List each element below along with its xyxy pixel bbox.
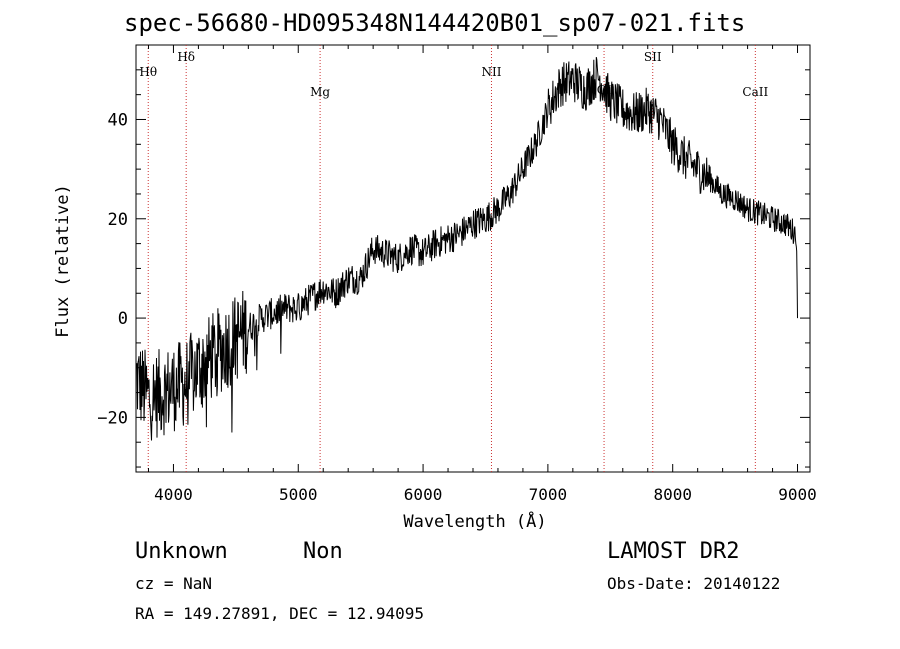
x-tick-label: 5000 [279,485,318,504]
plot-frame [135,44,811,473]
y-tick-label: 40 [108,110,128,130]
class-label: Unknown [135,539,228,564]
line-marker-label: NII [481,65,501,79]
x-tick-label: 6000 [404,485,443,504]
x-tick-label: 4000 [154,485,193,504]
x-tick-label: 9000 [778,485,817,504]
line-marker-label: Hθ [139,65,157,79]
x-axis-label: Wavelength (Å) [403,510,546,532]
spectrum-series [135,57,798,441]
axis-ticks: 4000 5000 6000 7000 8000 9000 −20 0 20 40 [97,45,817,504]
line-marker-label: CaII [742,85,768,99]
cz-label: cz = NaN [135,574,213,593]
line-marker-label: Mg [310,85,330,99]
x-tick-label: 7000 [529,485,568,504]
y-tick-label: 0 [118,309,128,329]
chart-title: spec-56680-HD095348N144420B01_sp07-021.f… [124,9,746,37]
subclass-label: Non [303,539,343,564]
y-axis-label: Flux (relative) [53,184,73,338]
y-tick-label: 20 [108,210,128,230]
spectrum-line [135,57,798,441]
y-tick-label: −20 [97,408,128,428]
survey-label: LAMOST DR2 [607,539,740,564]
x-tick-label: 8000 [653,485,692,504]
line-marker-label: Hδ [177,50,195,64]
obs-date-label: Obs-Date: 20140122 [607,574,781,593]
coords-label: RA = 149.27891, DEC = 12.94095 [135,604,424,623]
line-marker-label: SII [644,50,662,64]
